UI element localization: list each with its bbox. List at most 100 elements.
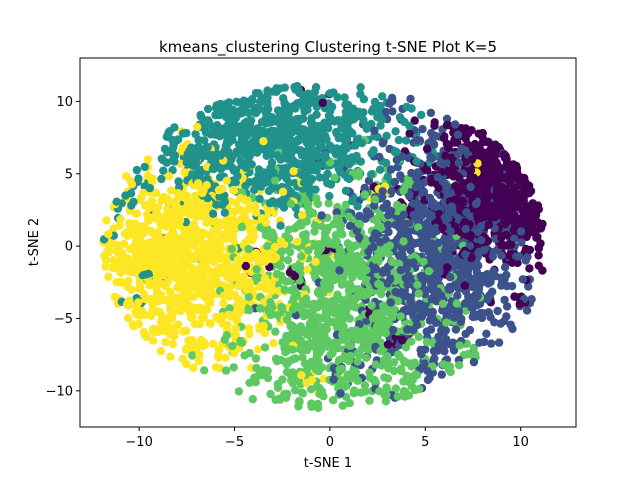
scatter-point-cluster-2 <box>281 172 291 181</box>
scatter-point-cluster-2 <box>237 109 246 118</box>
scatter-point-cluster-3 <box>438 299 448 308</box>
scatter-point-cluster-2 <box>340 114 349 123</box>
scatter-point-cluster-4 <box>148 306 157 316</box>
scatter-point-cluster-3 <box>330 309 339 318</box>
scatter-point-cluster-4 <box>175 216 185 225</box>
scatter-point-cluster-4 <box>141 201 150 210</box>
scatter-point-cluster-4 <box>192 122 202 132</box>
scatter-point-cluster-4 <box>199 338 209 347</box>
scatter-point-cluster-3 <box>312 400 321 410</box>
scatter-point-cluster-4 <box>183 199 193 209</box>
scatter-point-cluster-2 <box>242 142 251 152</box>
scatter-point-cluster-1 <box>512 252 521 261</box>
scatter-point-cluster-4 <box>311 257 320 266</box>
scatter-point-cluster-4 <box>242 285 251 294</box>
scatter-point-cluster-3 <box>280 338 289 347</box>
scatter-point-cluster-3 <box>329 219 338 229</box>
scatter-point-cluster-2 <box>306 134 315 143</box>
scatter-point-cluster-4 <box>173 189 183 198</box>
scatter-point-cluster-3 <box>375 210 385 219</box>
scatter-point-cluster-1 <box>442 312 451 321</box>
scatter-point-cluster-3 <box>298 231 308 240</box>
scatter-point-cluster-0 <box>472 189 482 198</box>
scatter-point-cluster-3 <box>341 331 350 340</box>
scatter-point-cluster-2 <box>394 135 404 145</box>
scatter-point-cluster-4 <box>104 230 113 239</box>
scatter-point-cluster-0 <box>525 228 534 237</box>
scatter-point-cluster-4 <box>124 254 133 263</box>
scatter-point-cluster-0 <box>511 172 520 181</box>
scatter-point-cluster-1 <box>387 187 396 196</box>
scatter-point-cluster-3 <box>379 301 388 310</box>
scatter-point-cluster-4 <box>243 196 252 205</box>
scatter-point-cluster-2 <box>250 136 259 145</box>
scatter-point-cluster-1 <box>418 124 427 134</box>
scatter-point-cluster-0 <box>488 161 497 170</box>
scatter-point-cluster-2 <box>417 110 426 120</box>
scatter-point-cluster-3 <box>328 349 337 358</box>
scatter-point-cluster-1 <box>369 242 378 252</box>
scatter-point-cluster-3 <box>319 279 329 288</box>
scatter-point-cluster-1 <box>388 325 398 335</box>
scatter-point-cluster-3 <box>307 313 316 323</box>
scatter-point-cluster-4 <box>174 263 184 273</box>
scatter-point-cluster-3 <box>356 388 365 397</box>
scatter-point-cluster-1 <box>426 284 435 294</box>
scatter-point-cluster-4 <box>115 221 124 230</box>
scatter-point-cluster-2 <box>292 114 301 124</box>
scatter-point-cluster-1 <box>451 120 460 129</box>
scatter-point-cluster-2 <box>273 142 283 151</box>
scatter-point-cluster-0 <box>505 177 514 187</box>
scatter-point-cluster-2 <box>315 127 324 136</box>
scatter-point-cluster-4 <box>178 354 187 363</box>
scatter-point-cluster-4 <box>198 188 207 198</box>
scatter-point-cluster-2 <box>170 157 179 166</box>
scatter-point-cluster-3 <box>350 334 360 343</box>
scatter-point-cluster-3 <box>237 338 246 347</box>
scatter-point-cluster-1 <box>362 207 371 216</box>
scatter-point-cluster-3 <box>346 262 355 271</box>
scatter-point-cluster-4 <box>151 277 160 286</box>
scatter-point-cluster-0 <box>515 299 524 309</box>
scatter-point-cluster-0 <box>443 167 452 176</box>
scatter-point-cluster-3 <box>300 195 310 204</box>
scatter-point-cluster-4 <box>163 205 172 214</box>
scatter-point-cluster-3 <box>373 321 382 330</box>
scatter-point-cluster-3 <box>362 265 371 275</box>
scatter-point-cluster-3 <box>294 326 303 335</box>
scatter-point-cluster-4 <box>120 229 129 238</box>
scatter-point-cluster-4 <box>212 255 221 264</box>
scatter-point-cluster-2 <box>407 104 416 113</box>
scatter-point-cluster-4 <box>182 297 191 307</box>
scatter-point-cluster-0 <box>508 258 517 267</box>
scatter-point-cluster-3 <box>252 265 261 274</box>
scatter-point-cluster-4 <box>215 363 224 373</box>
scatter-point-cluster-0 <box>534 251 543 260</box>
scatter-point-cluster-3 <box>391 384 400 393</box>
scatter-point-cluster-3 <box>302 294 311 303</box>
scatter-point-cluster-4 <box>136 243 145 252</box>
scatter-point-cluster-4 <box>105 242 114 251</box>
scatter-point-cluster-1 <box>336 389 345 398</box>
scatter-point-cluster-4 <box>269 339 278 348</box>
scatter-point-cluster-4 <box>161 296 171 305</box>
scatter-point-cluster-2 <box>253 124 262 133</box>
scatter-point-cluster-1 <box>419 178 428 188</box>
scatter-point-cluster-3 <box>237 223 246 232</box>
scatter-point-cluster-3 <box>382 390 391 400</box>
scatter-point-cluster-3 <box>341 300 350 309</box>
scatter-point-cluster-3 <box>291 262 300 272</box>
scatter-point-cluster-4 <box>102 216 111 225</box>
scatter-point-cluster-2 <box>121 191 130 200</box>
scatter-point-cluster-1 <box>457 314 466 324</box>
scatter-point-cluster-3 <box>422 337 432 347</box>
chart-title: kmeans_clustering Clustering t-SNE Plot … <box>159 38 497 57</box>
scatter-point-cluster-4 <box>144 216 153 225</box>
scatter-point-cluster-4 <box>152 246 161 255</box>
scatter-point-cluster-1 <box>406 94 415 104</box>
scatter-point-cluster-2 <box>222 146 232 155</box>
scatter-point-cluster-2 <box>349 115 358 124</box>
scatter-point-cluster-3 <box>342 310 351 320</box>
scatter-point-cluster-4 <box>163 249 172 258</box>
